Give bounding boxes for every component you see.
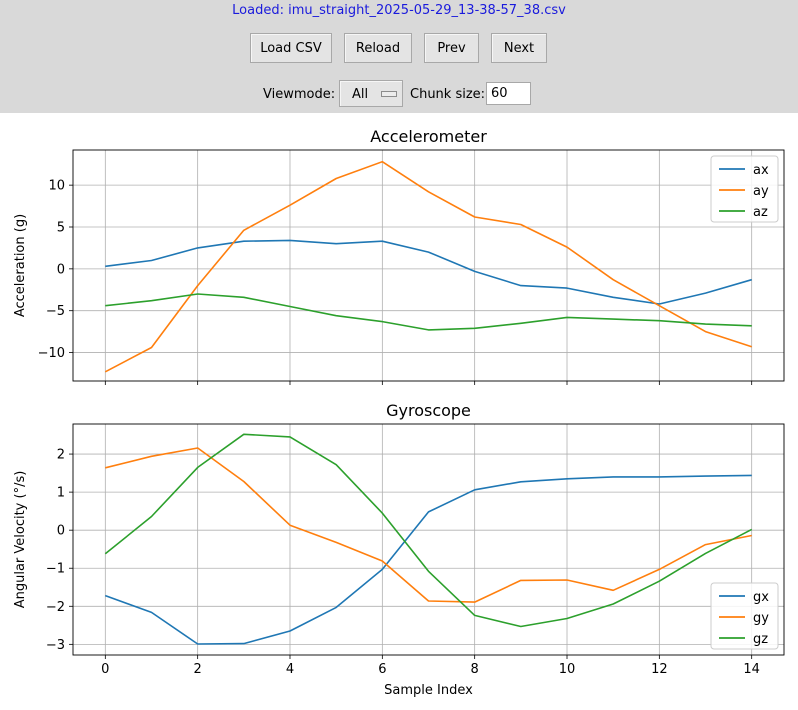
x-tick-label: 4 (286, 662, 294, 677)
chart-0: −10 −5 0 5 10 Accelerometer Acceleration (g) ax… (13, 127, 785, 385)
chart-title: Gyroscope (386, 401, 471, 420)
viewmode-value: All (352, 87, 369, 102)
reload-button[interactable]: Reload (344, 33, 412, 63)
x-tick-label: 6 (378, 662, 386, 677)
series-line-az (105, 293, 752, 331)
chart-title: Accelerometer (370, 127, 487, 146)
x-tick-label: 12 (651, 662, 668, 677)
y-axis-label: Acceleration (g) (13, 214, 28, 317)
viewmode-label: Viewmode: (263, 87, 336, 102)
axes-frame (72, 423, 785, 656)
legend-label-gx: gx (753, 590, 769, 605)
series-line-gy (105, 447, 752, 603)
viewmode-select[interactable]: All (339, 80, 403, 107)
y-tick-label: 5 (57, 221, 65, 236)
next-button[interactable]: Next (491, 33, 547, 63)
x-tick-label: 2 (194, 662, 202, 677)
axes-frame (72, 149, 785, 382)
legend-label-ax: ax (753, 163, 769, 178)
legend-label-gy: gy (753, 611, 769, 626)
y-tick-label: 0 (57, 262, 65, 277)
x-tick-label: 10 (559, 662, 576, 677)
legend: ax ay az (710, 155, 779, 223)
chunk-size-input[interactable] (486, 82, 531, 105)
series-line-gz (104, 433, 753, 628)
x-tick-label: 0 (101, 662, 109, 677)
series-line-ay (104, 160, 752, 373)
y-tick-label: 2 (57, 448, 65, 463)
x-tick-label: 14 (743, 662, 760, 677)
legend-label-az: az (753, 205, 768, 220)
y-tick-label: −10 (38, 346, 65, 361)
y-tick-label: 1 (57, 486, 65, 501)
prev-button[interactable]: Prev (424, 33, 479, 63)
legend-box (710, 155, 779, 223)
legend-box (710, 582, 779, 650)
legend: gx gy gz (710, 582, 779, 650)
y-tick-label: −1 (46, 562, 65, 577)
legend-label-ay: ay (753, 184, 769, 199)
legend-label-gz: gz (753, 632, 768, 647)
x-tick-label: 8 (471, 662, 479, 677)
y-tick-label: 0 (57, 524, 65, 539)
series-line-gx (105, 474, 752, 645)
series-line-ax (105, 239, 752, 305)
x-axis-label: Sample Index (384, 683, 473, 698)
y-axis-label: Angular Velocity (°/s) (13, 471, 28, 609)
y-tick-label: −3 (46, 638, 65, 653)
y-tick-label: 10 (48, 179, 65, 194)
chunk-size-label: Chunk size: (410, 87, 486, 102)
status-label: Loaded: imu_straight_2025-05-29_13-38-57… (232, 3, 566, 18)
option-menu-indicator-icon (381, 91, 397, 97)
y-tick-label: −5 (46, 304, 65, 319)
load-csv-button[interactable]: Load CSV (250, 33, 332, 63)
y-tick-label: −2 (46, 600, 65, 615)
toolbar: Loaded: imu_straight_2025-05-29_13-38-57… (0, 0, 798, 113)
